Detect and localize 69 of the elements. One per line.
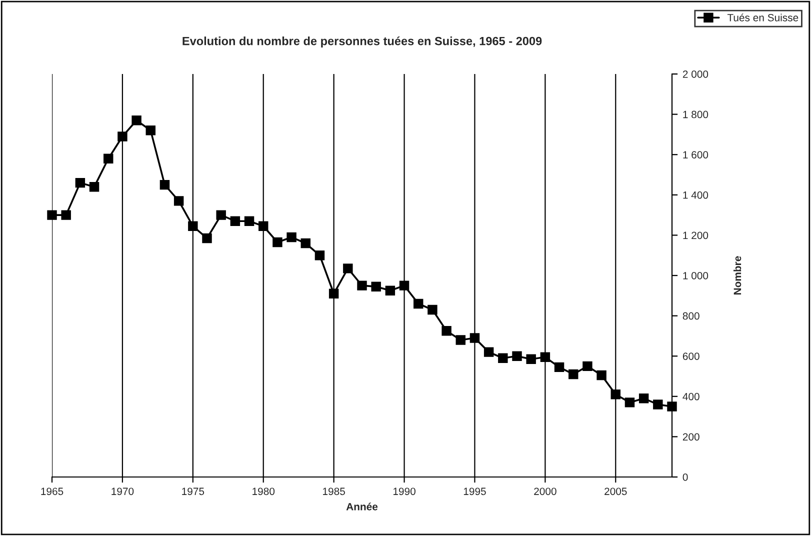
point: [146, 126, 156, 136]
point: [498, 353, 508, 363]
point: [230, 216, 240, 226]
point: [554, 362, 564, 372]
point: [484, 347, 494, 357]
point: [202, 233, 212, 244]
y-tick-label: 0: [682, 474, 688, 481]
point: [357, 280, 367, 290]
x-tick-label: 1965: [41, 488, 64, 496]
point: [653, 400, 663, 410]
x-tick-label: 1995: [464, 488, 486, 496]
point: [456, 335, 466, 345]
point: [258, 221, 268, 231]
point: [61, 210, 71, 220]
point: [89, 182, 100, 192]
point: [385, 286, 396, 296]
y-tick-label: 600: [682, 352, 700, 360]
y-tick-label: 1 800: [683, 110, 708, 118]
x-tick-label: 1975: [182, 488, 204, 496]
point: [428, 304, 438, 315]
point: [160, 180, 170, 190]
y-tick-label: 1 400: [683, 191, 708, 199]
x-tick-label: 1980: [252, 488, 275, 496]
point: [188, 221, 198, 231]
y-tick-label: 2 000: [682, 70, 708, 78]
y-tick-label: 1 200: [683, 232, 708, 240]
point: [399, 280, 410, 290]
y-tick-label: 800: [682, 312, 700, 320]
y-tick-label: 200: [682, 433, 700, 441]
y-axis-title: Nombre: [733, 256, 742, 294]
point: [118, 132, 128, 142]
y-tick-label: 400: [682, 392, 700, 400]
point: [442, 326, 452, 336]
point: [328, 288, 339, 298]
point: [582, 361, 592, 372]
point: [314, 250, 325, 260]
point: [540, 352, 550, 362]
point: [470, 333, 480, 343]
point: [132, 115, 142, 126]
x-tick-label: 1990: [393, 488, 416, 496]
point: [512, 351, 522, 361]
x-tick-label: 2000: [534, 488, 556, 496]
point: [272, 237, 282, 248]
point: [526, 354, 536, 364]
point: [667, 402, 677, 412]
x-axis-title: Année: [346, 502, 378, 510]
point: [624, 398, 635, 408]
point: [300, 238, 310, 248]
chart-title: Evolution du nombre de personnes tuées en Suisse, 1965 - 2009: [182, 36, 542, 48]
y-tick-label: 1 600: [683, 151, 708, 158]
point: [568, 369, 578, 380]
x-tick-label: 1970: [112, 488, 134, 496]
point: [610, 390, 620, 400]
point: [638, 394, 649, 404]
legend-label: Tués en Suisse: [727, 14, 798, 22]
point: [75, 178, 86, 188]
point: [104, 154, 114, 164]
point: [216, 210, 226, 220]
point: [244, 216, 254, 226]
point: [286, 232, 296, 242]
point: [596, 370, 606, 380]
point: [414, 298, 424, 309]
x-tick-label: 2005: [604, 488, 627, 496]
x-tick-label: 1985: [323, 488, 345, 496]
y-tick-label: 1 000: [683, 272, 708, 280]
point: [47, 210, 57, 220]
point: [343, 264, 353, 274]
point: [371, 282, 381, 292]
point: [174, 196, 184, 206]
